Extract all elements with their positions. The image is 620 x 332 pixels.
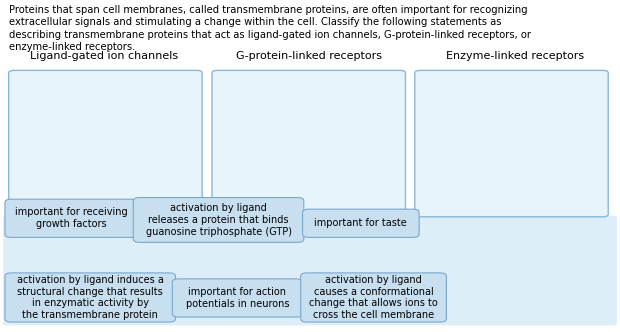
FancyBboxPatch shape [5,199,137,237]
FancyBboxPatch shape [3,216,617,325]
Text: G-protein-linked receptors: G-protein-linked receptors [236,51,383,61]
Text: activation by ligand induces a
structural change that results
in enzymatic activ: activation by ligand induces a structura… [17,275,164,320]
Text: activation by ligand
causes a conformational
change that allows ions to
cross th: activation by ligand causes a conformati… [309,275,438,320]
FancyBboxPatch shape [133,198,304,242]
FancyBboxPatch shape [303,209,419,237]
FancyBboxPatch shape [172,279,303,317]
Text: Proteins that span cell membranes, called transmembrane proteins, are often impo: Proteins that span cell membranes, calle… [9,5,531,52]
FancyBboxPatch shape [212,70,405,217]
Text: Ligand-gated ion channels: Ligand-gated ion channels [30,51,178,61]
FancyBboxPatch shape [5,273,175,322]
Text: activation by ligand
releases a protein that binds
guanosine triphosphate (GTP): activation by ligand releases a protein … [146,203,291,236]
Text: important for action
potentials in neurons: important for action potentials in neuro… [186,287,289,309]
FancyBboxPatch shape [415,70,608,217]
Text: important for taste: important for taste [314,218,407,228]
Text: Enzyme-linked receptors: Enzyme-linked receptors [446,51,584,61]
Text: important for receiving
growth factors: important for receiving growth factors [15,208,127,229]
FancyBboxPatch shape [9,70,202,217]
FancyBboxPatch shape [301,273,446,322]
